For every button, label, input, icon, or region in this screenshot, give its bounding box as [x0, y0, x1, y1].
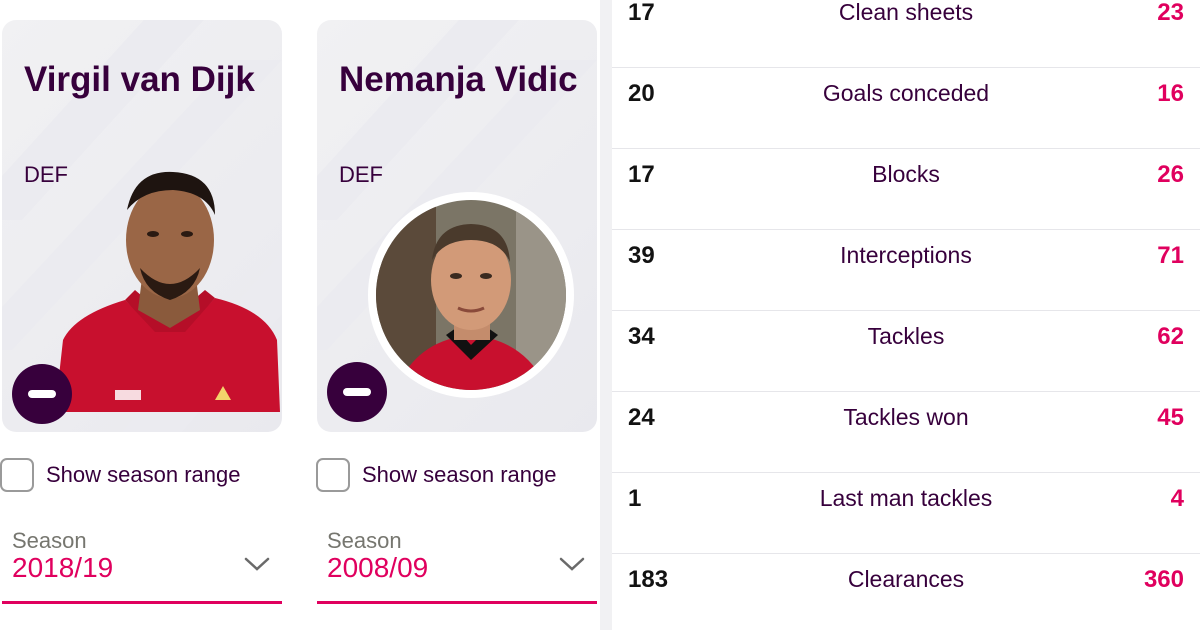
- remove-player-button[interactable]: [12, 364, 72, 424]
- stat-row: 183 Clearances 360: [612, 554, 1200, 630]
- stat-row: 39 Interceptions 71: [612, 230, 1200, 311]
- player-photo-image: [376, 200, 566, 390]
- checkbox-icon[interactable]: [316, 458, 350, 492]
- player-position: DEF: [24, 162, 68, 187]
- stat-label: Clean sheets: [838, 0, 974, 25]
- player-1-stat: 39: [628, 242, 655, 269]
- checkbox-icon[interactable]: [0, 458, 34, 492]
- season-label: Season: [12, 528, 87, 553]
- player-1-stat: 17: [628, 0, 655, 26]
- player-1-stat: 20: [628, 80, 655, 107]
- show-season-range-label: Show season range: [362, 462, 557, 487]
- player-1-stat: 24: [628, 404, 655, 431]
- player-photo: [55, 171, 280, 412]
- panel-divider: [600, 0, 612, 630]
- show-season-range-toggle[interactable]: Show season range: [316, 458, 556, 492]
- season-select[interactable]: Season 2008/09: [317, 528, 597, 604]
- player-1-stat: 34: [628, 323, 655, 350]
- player-2-stat: 23: [1157, 0, 1184, 26]
- minus-circle-icon: [28, 390, 56, 398]
- stat-label: Blocks: [872, 161, 940, 187]
- season-label: Season: [327, 528, 402, 553]
- stat-row: 17 Blocks 26: [612, 149, 1200, 230]
- chevron-down-icon[interactable]: [559, 556, 585, 572]
- player-2-stat: 45: [1157, 404, 1184, 431]
- stat-label: Clearances: [847, 566, 965, 592]
- player-name: Virgil van Dijk: [24, 60, 255, 99]
- player-2-stat: 16: [1157, 80, 1184, 107]
- player-photo: [376, 200, 566, 390]
- season-select[interactable]: Season 2018/19: [2, 528, 282, 604]
- player-1-stat: 17: [628, 161, 655, 188]
- stat-row: 17 Clean sheets 23: [612, 0, 1200, 68]
- player-2-stat: 62: [1157, 323, 1184, 350]
- stat-label: Goals conceded: [822, 80, 990, 106]
- stats-comparison-table: 17 Clean sheets 23 20 Goals conceded 16 …: [612, 0, 1200, 630]
- show-season-range-label: Show season range: [46, 462, 241, 487]
- stat-label: Interceptions: [840, 242, 972, 268]
- stat-row: 20 Goals conceded 16: [612, 68, 1200, 149]
- show-season-range-toggle[interactable]: Show season range: [0, 458, 240, 492]
- player-1-stat: 1: [628, 485, 642, 512]
- stat-row: 34 Tackles 62: [612, 311, 1200, 392]
- chevron-down-icon[interactable]: [244, 556, 270, 572]
- stat-label: Tackles: [867, 323, 945, 349]
- stat-label: Tackles won: [843, 404, 969, 430]
- player-1-stat: 183: [628, 566, 669, 593]
- player-2-stat: 71: [1157, 242, 1184, 269]
- player-2-stat: 26: [1157, 161, 1184, 188]
- stat-row: 24 Tackles won 45: [612, 392, 1200, 473]
- player-2-stat: 4: [1170, 485, 1184, 512]
- remove-player-button[interactable]: [327, 362, 387, 422]
- player-2-stat: 360: [1143, 566, 1184, 593]
- stat-row: 1 Last man tackles 4: [612, 473, 1200, 554]
- minus-circle-icon: [343, 388, 371, 396]
- player-name: Nemanja Vidic: [339, 60, 578, 99]
- season-value: 2008/09: [327, 552, 429, 583]
- season-value: 2018/19: [12, 552, 114, 583]
- stat-label: Last man tackles: [819, 485, 993, 511]
- player-position: DEF: [339, 162, 383, 187]
